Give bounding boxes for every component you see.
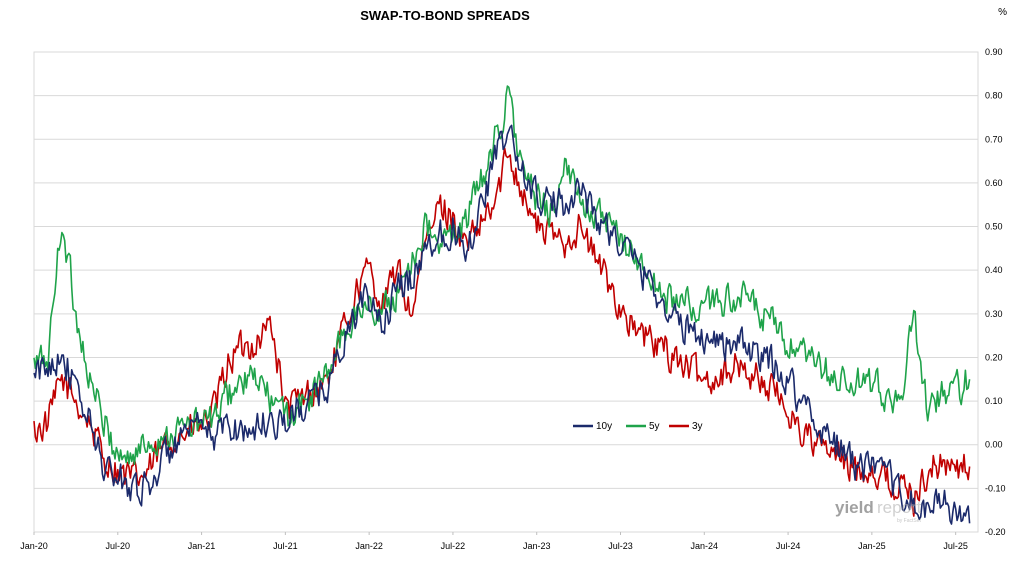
legend-label-3y: 3y [692,421,703,432]
x-tick-label: Jul-24 [776,541,801,551]
watermark-word-2: report [877,498,922,517]
x-tick-label: Jan-21 [188,541,216,551]
y-tick-label: -0.10 [985,483,1006,493]
watermark-sub: by FactSet [897,518,922,524]
x-tick-label: Jan-22 [355,541,383,551]
x-tick-label: Jul-21 [273,541,298,551]
gridlines [34,51,978,533]
legend-label-5y: 5y [649,421,660,432]
y-tick-label: 0.00 [985,440,1003,450]
y-tick-label: 0.10 [985,396,1003,406]
x-tick-label: Jan-24 [691,541,719,551]
series-line-5y [33,85,971,465]
watermark-word-1: yield [835,498,874,517]
series-line-10y [33,124,971,525]
x-tick-label: Jan-20 [20,541,48,551]
y-tick-label: 0.80 [985,91,1003,101]
x-axis-tick-labels: Jan-20 Jul-20 Jan-21 Jul-21 Jan-22 Jul-22 Jan-… [20,532,968,551]
y-axis-unit: % [998,7,1007,18]
y-tick-label: 0.30 [985,309,1003,319]
x-tick-label: Jan-25 [858,541,886,551]
x-tick-label: Jul-25 [943,541,968,551]
x-tick-label: Jul-20 [106,541,131,551]
y-axis-tick-labels: 0.90 0.80 0.70 0.60 0.50 0.40 0.30 0.20 0.10 0.00… [985,47,1006,537]
y-tick-label: 0.70 [985,134,1003,144]
series-line-3y [33,147,971,517]
y-tick-label: 0.40 [985,265,1003,275]
y-tick-label: -0.20 [985,527,1006,537]
yieldreport-logo: yield report by FactSet [835,498,922,524]
chart-title: SWAP-TO-BOND SPREADS [360,8,530,23]
x-tick-label: Jul-23 [608,541,633,551]
y-tick-label: 0.60 [985,178,1003,188]
plot-area-border [33,51,979,533]
legend: 10y 5y 3y [573,421,703,432]
y-tick-label: 0.50 [985,222,1003,232]
legend-label-10y: 10y [596,421,612,432]
series-lines [33,85,971,525]
x-tick-label: Jul-22 [441,541,466,551]
y-tick-label: 0.90 [985,47,1003,57]
x-tick-label: Jan-23 [523,541,551,551]
y-tick-label: 0.20 [985,352,1003,362]
